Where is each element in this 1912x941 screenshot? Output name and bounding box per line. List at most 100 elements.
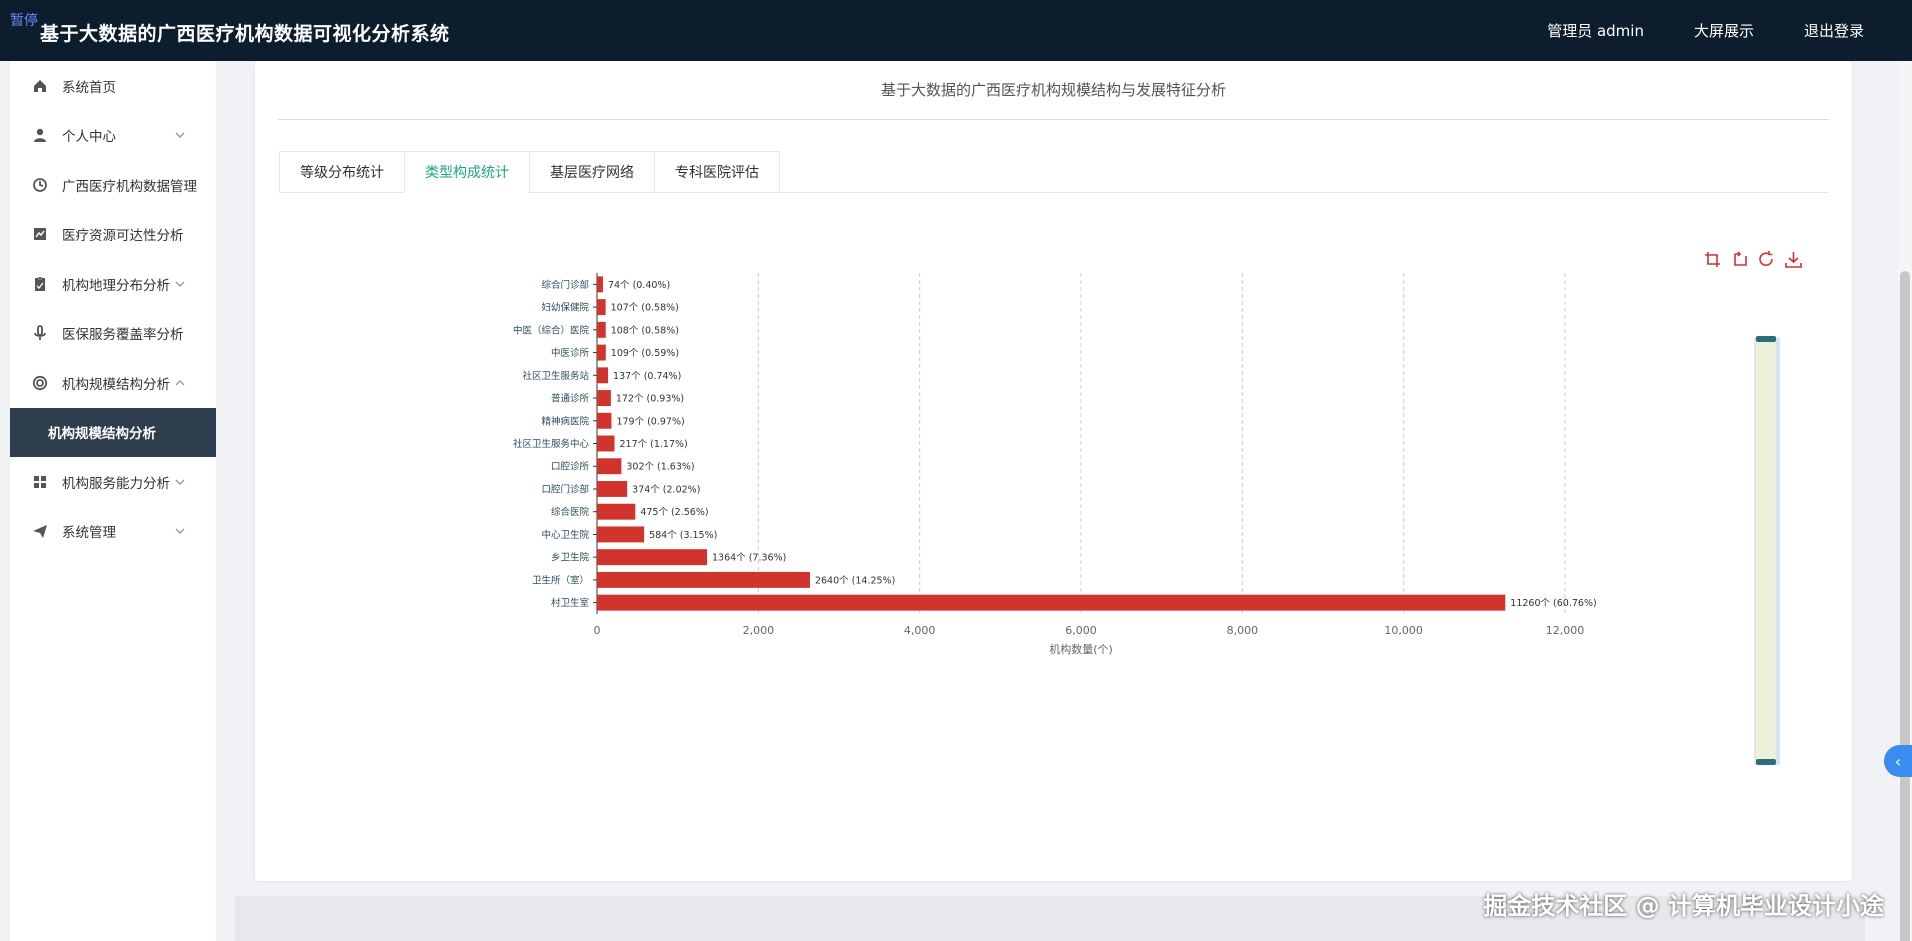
x-tick-label: 12,000 (1546, 624, 1585, 637)
bar[interactable] (597, 344, 606, 361)
sidebar-item-scale-structure[interactable]: 机构规模结构分析 (10, 407, 216, 457)
x-tick-label: 0 (594, 624, 601, 637)
sidebar-item-service-capacity[interactable]: 机构服务能力分析 (10, 457, 216, 507)
app-title: 基于大数据的广西医疗机构数据可视化分析系统 (40, 23, 450, 45)
tab-grade-distribution[interactable]: 等级分布统计 (279, 151, 404, 193)
page-scrollbar[interactable] (1898, 61, 1912, 941)
sidebar-item-label: 系统管理 (62, 525, 116, 542)
bar[interactable] (597, 321, 606, 338)
zoom-reset-icon[interactable] (1731, 251, 1748, 268)
corner-label: 暂停 (10, 13, 38, 29)
top-header: 暂停 基于大数据的广西医疗机构数据可视化分析系统 管理员 admin 大屏展示 … (0, 0, 1912, 61)
bar-value-label: 374个 (2.02%) (632, 484, 700, 495)
bar-value-label: 217个 (1.17%) (620, 439, 688, 450)
sidebar-item-label: 医保服务覆盖率分析 (62, 327, 184, 344)
y-category-label: 中医诊所 (551, 347, 590, 359)
collapse-side-button[interactable]: ‹ (1884, 745, 1912, 777)
sidebar-item-data-management[interactable]: 广西医疗机构数据管理 (10, 160, 216, 210)
bar-value-label: 302个 (1.63%) (626, 462, 694, 473)
tab-specialty-hospital[interactable]: 专科医院评估 (654, 151, 780, 193)
bar[interactable] (597, 526, 645, 543)
sidebar-item-profile[interactable]: 个人中心 (10, 111, 216, 161)
bar-value-label: 1364个 (7.36%) (712, 553, 786, 564)
bar-value-label: 584个 (3.15%) (649, 530, 717, 541)
logout-link[interactable]: 退出登录 (1803, 22, 1864, 40)
x-tick-label: 4,000 (904, 624, 936, 637)
y-category-label: 乡卫生院 (551, 552, 590, 564)
bar[interactable] (597, 481, 628, 497)
bar[interactable] (597, 299, 606, 316)
sidebar-item-label: 系统首页 (62, 79, 116, 96)
bar-chart: 综合门诊部妇幼保健院中医（综合）医院中医诊所社区卫生服务站普通诊所精神病医院社区… (513, 273, 1597, 656)
sidebar-item-scale-structure-group[interactable]: 机构规模结构分析 (10, 358, 216, 408)
y-category-label: 口腔门诊部 (541, 483, 589, 495)
mic-icon (32, 325, 48, 341)
sidebar-item-label: 个人中心 (62, 129, 116, 146)
bar-value-label: 179个 (0.97%) (616, 416, 684, 427)
bar-value-label: 475个 (2.56%) (640, 507, 708, 518)
bar-value-label: 107个 (0.58%) (611, 303, 679, 314)
bar[interactable] (597, 367, 609, 384)
bar[interactable] (597, 435, 615, 452)
bar-value-label: 137个 (0.74%) (613, 371, 681, 382)
watermark-text: 掘金技术社区 @ 计算机毕业设计小途 (1483, 892, 1884, 920)
main-card: 基于大数据的广西医疗机构规模结构与发展特征分析 等级分布统计 类型构成统计 基层… (255, 61, 1852, 881)
sidebar-item-label: 广西医疗机构数据管理 (62, 178, 197, 195)
bar[interactable] (597, 458, 622, 475)
chevron-down-icon (175, 479, 185, 485)
chevron-down-icon (175, 132, 185, 139)
bar[interactable] (597, 594, 1506, 611)
y-category-label: 村卫生室 (551, 597, 589, 609)
datazoom-top-handle[interactable] (1756, 336, 1776, 342)
sidebar-item-label: 机构规模结构分析 (48, 426, 156, 443)
y-category-label: 精神病医院 (541, 415, 589, 427)
bar-value-label: 2640个 (14.25%) (815, 575, 895, 586)
clipboard-icon (32, 276, 48, 292)
bar-value-label: 74个 (0.40%) (608, 280, 670, 291)
x-tick-label: 8,000 (1227, 624, 1259, 637)
zoom-icon[interactable] (1704, 251, 1721, 268)
sidebar-item-system-management[interactable]: 系统管理 (10, 507, 216, 557)
sidebar-item-insurance-coverage[interactable]: 医保服务覆盖率分析 (10, 309, 216, 359)
home-icon (32, 78, 48, 94)
download-icon[interactable] (1785, 251, 1802, 268)
big-screen-link[interactable]: 大屏展示 (1693, 22, 1754, 40)
bar[interactable] (597, 390, 611, 406)
sidebar-item-geo-distribution[interactable]: 机构地理分布分析 (10, 259, 216, 309)
bar[interactable] (597, 276, 603, 293)
y-category-label: 中医（综合）医院 (513, 324, 590, 336)
bar[interactable] (597, 549, 708, 566)
x-tick-label: 10,000 (1384, 624, 1423, 637)
y-category-label: 普通诊所 (551, 393, 590, 405)
datazoom-bottom-handle[interactable] (1756, 759, 1776, 765)
x-tick-label: 6,000 (1065, 624, 1097, 637)
y-category-label: 妇幼保健院 (541, 302, 589, 314)
user-icon (32, 127, 48, 143)
lifebuoy-icon (32, 375, 48, 391)
y-category-label: 社区卫生服务站 (522, 370, 589, 382)
datazoom-slider[interactable] (1752, 336, 1782, 766)
page-bottom-area (235, 896, 1865, 941)
sidebar-item-accessibility[interactable]: 医疗资源可达性分析 (10, 210, 216, 260)
header-links: 管理员 admin 大屏展示 退出登录 (1547, 0, 1864, 61)
x-tick-label: 2,000 (743, 624, 775, 637)
refresh-icon[interactable] (1758, 251, 1775, 268)
bar-value-label: 108个 (0.58%) (611, 325, 679, 336)
y-category-label: 口腔诊所 (551, 461, 590, 473)
tab-type-composition[interactable]: 类型构成统计 (404, 151, 529, 193)
chart-icon (32, 226, 48, 242)
admin-user-link[interactable]: 管理员 admin (1547, 22, 1644, 40)
scrollbar-thumb[interactable] (1900, 271, 1910, 941)
sidebar-item-home[interactable]: 系统首页 (10, 61, 216, 111)
bar[interactable] (597, 503, 636, 520)
sidebar-item-label: 机构规模结构分析 (62, 376, 170, 393)
chevron-down-icon (175, 528, 185, 535)
bar[interactable] (597, 571, 810, 588)
sidebar-item-label: 医疗资源可达性分析 (62, 228, 184, 245)
page-title: 基于大数据的广西医疗机构规模结构与发展特征分析 (880, 81, 1226, 99)
send-icon (32, 523, 48, 539)
tab-primary-care-network[interactable]: 基层医疗网络 (529, 151, 654, 193)
bar[interactable] (597, 412, 612, 429)
grid-icon (32, 474, 48, 490)
chevron-up-icon (175, 379, 185, 386)
